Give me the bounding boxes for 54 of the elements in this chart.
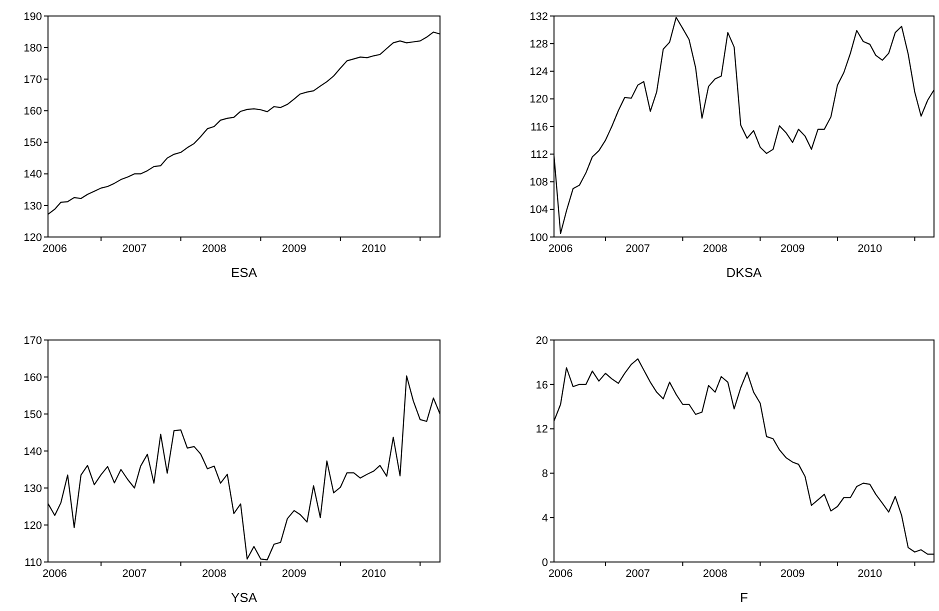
x-tick-label: 2009 — [282, 243, 306, 255]
x-tick-label: 2010 — [362, 568, 386, 580]
x-tick-label: 2010 — [362, 243, 386, 255]
x-axis-title: F — [740, 590, 748, 605]
x-tick-label: 2007 — [122, 568, 147, 580]
y-tick-label: 4 — [542, 512, 548, 524]
y-tick-label: 120 — [24, 520, 42, 532]
y-tick-label: 16 — [536, 379, 548, 392]
y-tick-label: 132 — [530, 10, 548, 23]
y-tick-label: 110 — [24, 556, 42, 569]
y-tick-label: 130 — [24, 482, 42, 495]
y-tick-label: 170 — [24, 334, 42, 347]
y-tick-label: 0 — [542, 556, 548, 569]
x-tick-label: 2006 — [548, 243, 573, 255]
x-tick-label: 2006 — [42, 568, 68, 580]
x-tick-label: 2007 — [626, 568, 650, 580]
y-tick-label: 140 — [24, 446, 42, 458]
x-tick-label: 2010 — [858, 568, 882, 580]
y-tick-label: 120 — [24, 232, 42, 244]
x-axis-title: ESA — [230, 265, 258, 280]
y-tick-label: 104 — [530, 204, 548, 216]
y-tick-label: 108 — [530, 176, 548, 189]
x-tick-label: 2008 — [702, 243, 728, 255]
x-tick-label: 2008 — [202, 243, 226, 255]
y-tick-label: 130 — [24, 200, 42, 212]
y-tick-label: 190 — [24, 10, 42, 23]
x-tick-label: 2008 — [702, 568, 728, 580]
x-tick-label: 2009 — [780, 568, 805, 580]
x-tick-label: 2008 — [202, 568, 226, 580]
x-tick-label: 2009 — [780, 243, 805, 255]
y-tick-label: 160 — [24, 372, 42, 384]
y-tick-label: 12 — [536, 424, 548, 436]
y-tick-label: 180 — [24, 42, 42, 54]
x-tick-label: 2007 — [626, 243, 650, 255]
y-tick-label: 124 — [530, 66, 548, 78]
y-tick-label: 20 — [536, 334, 548, 347]
x-tick-label: 2006 — [548, 568, 573, 580]
x-tick-label: 2010 — [858, 243, 882, 255]
x-tick-label: 2007 — [122, 243, 147, 255]
x-tick-label: 2009 — [282, 568, 306, 580]
y-tick-label: 120 — [530, 94, 548, 106]
y-tick-label: 112 — [530, 148, 548, 161]
y-tick-label: 150 — [24, 408, 42, 421]
y-tick-label: 150 — [24, 137, 42, 150]
y-tick-label: 170 — [24, 74, 42, 86]
y-tick-label: 128 — [530, 38, 548, 50]
x-tick-label: 2006 — [42, 243, 68, 255]
x-axis-title: YSA — [230, 590, 258, 605]
y-tick-label: 8 — [542, 468, 548, 480]
x-axis-title: DKSA — [726, 265, 762, 280]
y-tick-label: 140 — [24, 168, 42, 181]
y-tick-label: 160 — [24, 106, 42, 118]
y-tick-label: 116 — [530, 121, 548, 134]
y-tick-label: 100 — [530, 232, 548, 244]
